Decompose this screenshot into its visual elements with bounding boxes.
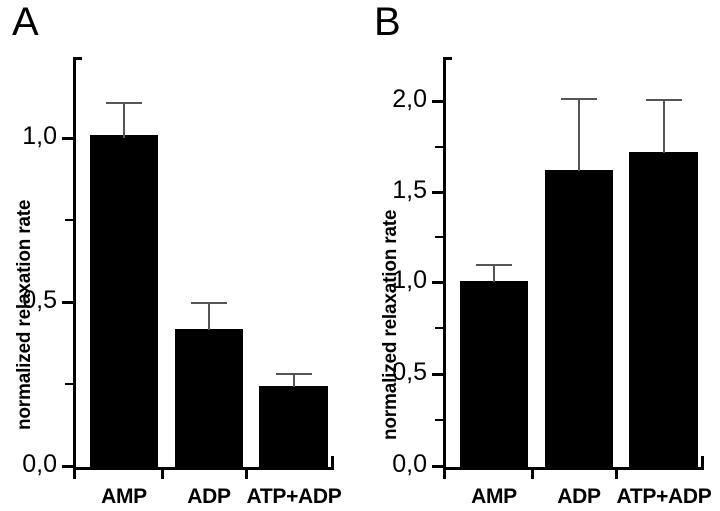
x-tick-label-b-amp: AMP — [471, 485, 517, 508]
error-bar-stem-a-atp-adp — [293, 373, 295, 387]
y-tick-label-a-0: 0,0 — [22, 450, 57, 478]
x-tick-a-1 — [161, 467, 164, 479]
panel-b: B normalized relaxation rate 0,0 0,5 1,0… — [360, 0, 720, 511]
error-bar-cap-b-atp-adp — [646, 99, 682, 101]
panel-label-b: B — [374, 0, 401, 44]
y-tick-label-a-2: 1,0 — [22, 122, 57, 150]
bar-b-amp — [460, 281, 528, 467]
error-bar-cap-a-adp — [191, 302, 227, 304]
x-tick-a-0 — [73, 467, 76, 479]
y-tick-label-b-0: 0,0 — [392, 450, 427, 478]
x-tick-label-b-atp-adp: ATP+ADP — [616, 485, 712, 508]
x-axis-line-a — [73, 467, 334, 470]
error-bar-stem-b-adp — [578, 98, 580, 171]
y-axis-title-b: normalized relaxation rate — [380, 209, 401, 440]
y-tick-a-1: 0,5 — [22, 288, 73, 313]
x-tick-label-a-amp: AMP — [101, 485, 147, 508]
bar-b-atp-adp — [629, 152, 698, 467]
y-tick-minor-a-1 — [65, 219, 73, 221]
error-bar-cap-b-adp — [561, 98, 597, 100]
bar-a-adp — [175, 329, 243, 467]
panel-label-a: A — [12, 0, 39, 44]
error-bar-stem-b-amp — [493, 264, 495, 282]
x-axis-right-cap-b — [701, 456, 704, 470]
x-tick-label-b-adp: ADP — [557, 485, 601, 508]
panel-a: A normalized relaxation rate 0,0 0,5 1,0 — [12, 0, 342, 508]
y-tick-a-0: 0,0 — [22, 452, 73, 477]
x-axis-line-b — [443, 467, 704, 470]
y-tick-b-2: 1,0 — [392, 268, 443, 293]
y-tick-label-b-2: 1,0 — [392, 266, 427, 294]
y-tick-b-0: 0,0 — [392, 452, 443, 477]
y-tick-a-2: 1,0 — [22, 124, 73, 149]
y-tick-minor-b-0 — [435, 419, 443, 421]
y-tick-minor-b-3 — [435, 146, 443, 148]
bar-a-atp-adp — [259, 386, 328, 467]
x-tick-label-a-adp: ADP — [187, 485, 231, 508]
error-bar-cap-b-amp — [476, 264, 512, 266]
x-tick-label-a-atp-adp: ATP+ADP — [246, 485, 342, 508]
error-bar-cap-a-atp-adp — [276, 373, 312, 375]
y-tick-label-b-1: 0,5 — [392, 358, 427, 386]
bar-a-amp — [90, 135, 158, 467]
y-axis-top-cap-b — [443, 57, 452, 60]
error-bar-stem-b-atp-adp — [663, 99, 665, 153]
y-tick-b-4: 2,0 — [392, 87, 443, 112]
x-tick-b-2 — [615, 467, 618, 479]
y-tick-minor-b-1 — [435, 327, 443, 329]
y-tick-minor-b-2 — [435, 236, 443, 238]
x-axis-right-cap-a — [331, 456, 334, 470]
y-axis-line-b — [443, 57, 446, 468]
y-tick-label-b-3: 1,5 — [392, 176, 427, 204]
plot-area-a: 0,0 0,5 1,0 — [22, 57, 342, 508]
plot-area-b: 0,0 0,5 1,0 1,5 2,0 — [392, 57, 712, 508]
y-axis-top-cap-a — [73, 57, 82, 60]
y-tick-b-3: 1,5 — [392, 178, 443, 203]
y-tick-label-b-4: 2,0 — [392, 85, 427, 113]
y-tick-b-1: 0,5 — [392, 360, 443, 385]
y-tick-label-a-1: 0,5 — [22, 286, 57, 314]
bar-b-adp — [545, 170, 613, 467]
error-bar-stem-a-amp — [123, 102, 125, 138]
x-tick-b-0 — [443, 467, 446, 479]
x-tick-a-2 — [245, 467, 248, 479]
x-tick-b-1 — [531, 467, 534, 479]
error-bar-stem-a-adp — [208, 302, 210, 330]
y-axis-title-a: normalized relaxation rate — [14, 199, 35, 430]
y-tick-minor-a-0 — [65, 383, 73, 385]
error-bar-cap-a-amp — [106, 102, 142, 104]
y-axis-line-a — [73, 57, 76, 468]
